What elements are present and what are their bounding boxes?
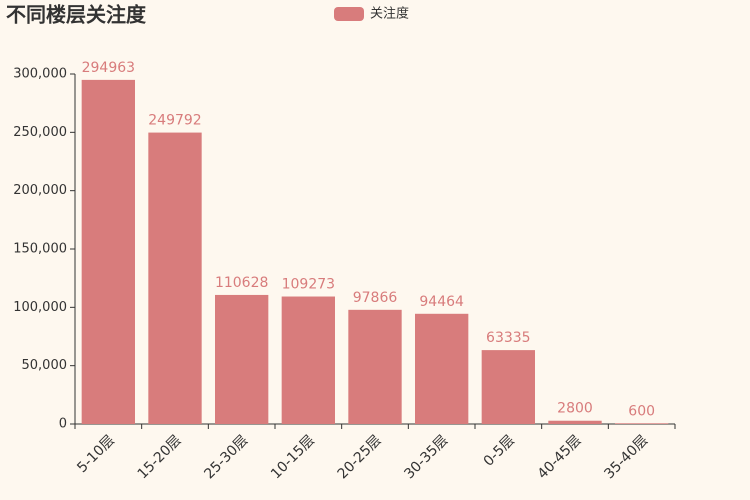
chart-title: 不同楼层关注度 (6, 3, 147, 27)
y-tick-label: 50,000 (22, 358, 68, 373)
bar (148, 132, 202, 425)
bar (615, 423, 669, 424)
bar (281, 296, 335, 424)
data-label: 110628 (215, 275, 268, 291)
x-tick-label: 10-15层 (268, 432, 318, 482)
bar (81, 79, 135, 425)
y-tick-label: 250,000 (13, 125, 67, 140)
bar (481, 350, 535, 424)
data-label: 94464 (419, 294, 464, 310)
data-label: 600 (628, 403, 655, 419)
x-tick-label: 35-40层 (601, 432, 651, 482)
x-tick-label: 15-20层 (135, 432, 185, 482)
bar (348, 309, 402, 424)
x-tick-label: 25-30层 (201, 432, 251, 482)
bar (415, 313, 469, 424)
y-tick-label: 300,000 (13, 67, 67, 82)
y-tick-label: 150,000 (13, 242, 67, 257)
data-label: 249792 (148, 113, 201, 129)
y-tick-label: 0 (59, 417, 67, 432)
legend-label[interactable]: 关注度 (370, 6, 409, 22)
x-tick-label: 5-10层 (74, 432, 118, 476)
x-tick-label: 0-5层 (481, 432, 518, 469)
x-tick-label: 40-45层 (535, 432, 585, 482)
data-label: 109273 (282, 277, 335, 293)
data-label: 2800 (557, 401, 593, 417)
data-label: 63335 (486, 330, 531, 346)
y-tick-label: 100,000 (13, 300, 67, 315)
data-label: 97866 (353, 290, 398, 306)
x-tick-label: 30-35层 (401, 432, 451, 482)
bar (548, 420, 602, 424)
bar (215, 294, 269, 424)
x-tick-label: 20-25层 (335, 432, 385, 482)
data-label: 294963 (82, 60, 135, 76)
y-tick-label: 200,000 (13, 183, 67, 198)
legend-swatch[interactable] (334, 7, 364, 21)
